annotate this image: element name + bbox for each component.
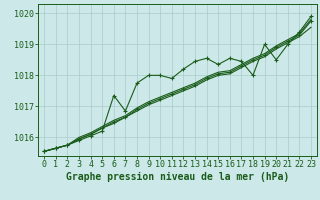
X-axis label: Graphe pression niveau de la mer (hPa): Graphe pression niveau de la mer (hPa) [66,172,289,182]
